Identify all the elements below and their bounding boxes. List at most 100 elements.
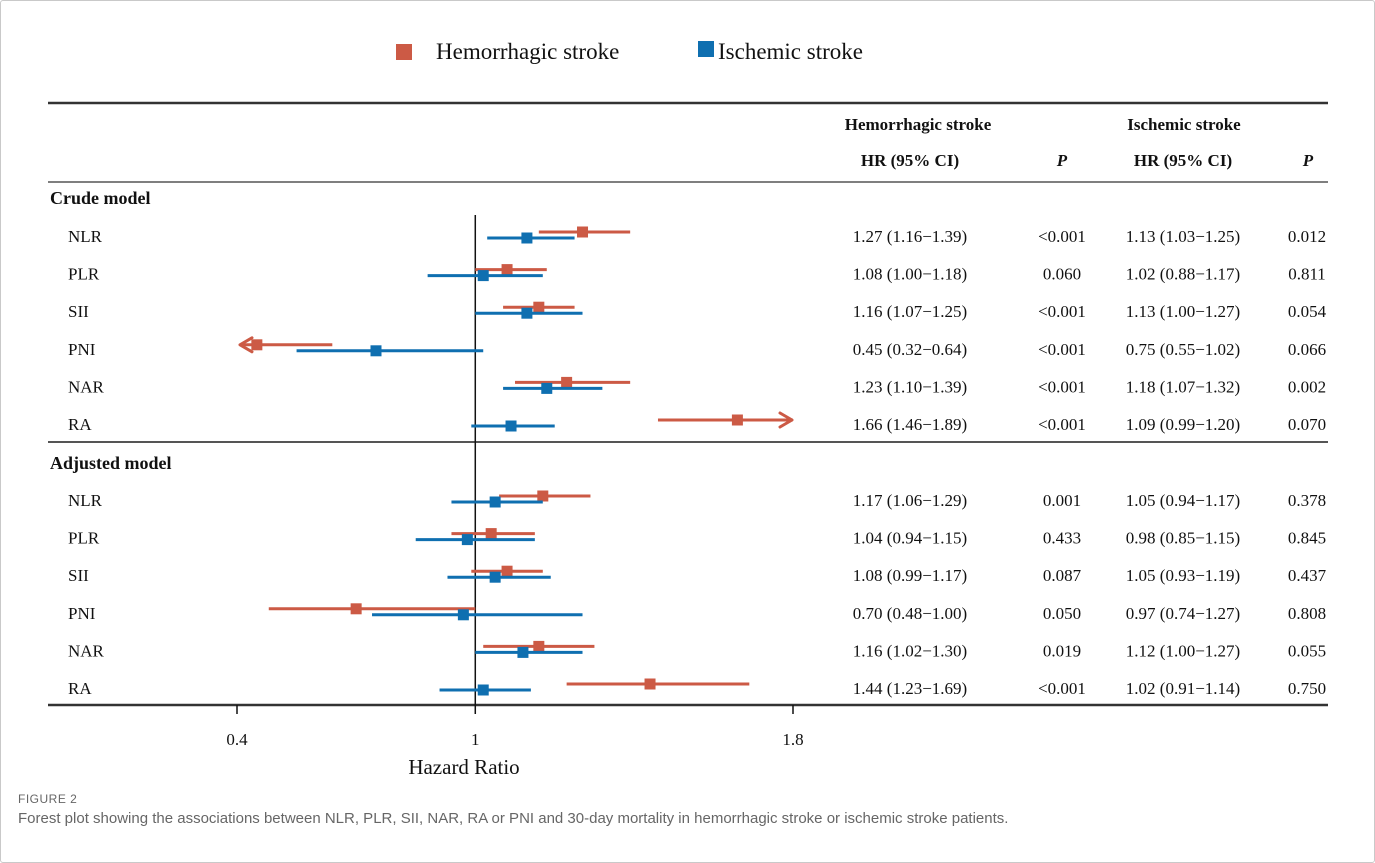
hemorrhagic-point-nlr (537, 490, 549, 502)
ischemic-point-plr (477, 270, 489, 282)
row-label: PLR (68, 529, 100, 548)
ischemic-hr-ci: 1.13 (1.03−1.25) (1126, 227, 1240, 246)
ischemic-hr-ci: 1.13 (1.00−1.27) (1126, 302, 1240, 321)
table-row: NLR 1.17 (1.06−1.29) 0.001 1.05 (0.94−1.17)… (68, 490, 1326, 510)
ischemic-p-value: 0.066 (1288, 340, 1326, 359)
legend: Hemorrhagic stroke Ischemic stroke (396, 39, 863, 64)
ischemic-hr-ci: 1.12 (1.00−1.27) (1126, 641, 1240, 660)
x-tick-label: 1.8 (782, 730, 803, 749)
row-label: PNI (68, 604, 96, 623)
ischemic-hr-ci: 1.09 (0.99−1.20) (1126, 415, 1240, 434)
ischemic-hr-ci: 1.05 (0.94−1.17) (1126, 491, 1240, 510)
hemorrhagic-hr-ci: 1.44 (1.23−1.69) (853, 679, 967, 698)
ischemic-p-value: 0.808 (1288, 604, 1326, 623)
hemorrhagic-point-nar (561, 376, 573, 388)
x-tick-label: 0.4 (226, 730, 248, 749)
header-p-ischemic: P (1302, 151, 1314, 170)
hemorrhagic-point-ra (644, 678, 656, 690)
hemorrhagic-p-value: <0.001 (1038, 377, 1086, 396)
hemorrhagic-p-value: <0.001 (1038, 340, 1086, 359)
ischemic-p-value: 0.437 (1288, 566, 1327, 585)
figure-caption: Forest plot showing the associations bet… (18, 810, 1009, 827)
hemorrhagic-point-sii (533, 301, 545, 313)
ischemic-point-pni (370, 345, 382, 357)
row-label: PLR (68, 265, 100, 284)
row-label: SII (68, 566, 89, 585)
legend-ischemic-swatch (698, 41, 714, 57)
ischemic-point-ra (477, 684, 489, 696)
hemorrhagic-hr-ci: 1.23 (1.10−1.39) (853, 377, 967, 396)
table-row: PNI 0.70 (0.48−1.00) 0.050 0.97 (0.74−1.27)… (68, 603, 1326, 623)
ischemic-p-value: 0.845 (1288, 529, 1326, 548)
ischemic-point-ra (505, 420, 517, 432)
table-row: SII 1.08 (0.99−1.17) 0.087 1.05 (0.93−1.19)… (68, 565, 1327, 585)
table-row: SII 1.16 (1.07−1.25) <0.001 1.13 (1.00−1.27… (68, 301, 1327, 321)
table-row: PLR 1.08 (1.00−1.18) 0.060 1.02 (0.88−1.17)… (68, 264, 1326, 284)
section-title: Adjusted model (50, 453, 172, 473)
hemorrhagic-hr-ci: 1.08 (0.99−1.17) (853, 566, 967, 585)
column-headers: Hemorrhagic stroke Ischemic stroke HR (9… (845, 115, 1314, 170)
hemorrhagic-point-plr (501, 264, 513, 276)
row-label: PNI (68, 340, 96, 359)
hemorrhagic-p-value: 0.019 (1043, 641, 1081, 660)
x-axis-label: Hazard Ratio (408, 755, 519, 779)
header-hr-ci-hemorrhagic: HR (95% CI) (861, 151, 959, 170)
hemorrhagic-p-value: 0.001 (1043, 491, 1081, 510)
hemorrhagic-hr-ci: 1.16 (1.02−1.30) (853, 641, 967, 660)
section-adjusted-model: Adjusted model NLR 1.17 (1.06−1.29) 0.001 1.… (50, 453, 1327, 698)
ischemic-p-value: 0.378 (1288, 491, 1326, 510)
ischemic-point-sii (489, 571, 501, 583)
legend-ischemic-label: Ischemic stroke (718, 39, 863, 64)
hemorrhagic-point-nlr (577, 226, 589, 238)
row-label: RA (68, 415, 92, 434)
hemorrhagic-hr-ci: 1.16 (1.07−1.25) (853, 302, 967, 321)
x-axis: 0.4 1 1.8 (226, 705, 804, 749)
table-row: NAR 1.23 (1.10−1.39) <0.001 1.18 (1.07−1.32… (68, 376, 1326, 396)
ischemic-point-nlr (489, 496, 501, 508)
row-label: NAR (68, 377, 105, 396)
table-row: NLR 1.27 (1.16−1.39) <0.001 1.13 (1.03−1.25… (68, 226, 1326, 246)
hemorrhagic-p-value: <0.001 (1038, 302, 1086, 321)
ischemic-point-sii (521, 307, 533, 319)
ischemic-p-value: 0.750 (1288, 679, 1326, 698)
row-label: NAR (68, 641, 105, 660)
ischemic-point-nar (541, 382, 553, 394)
ischemic-hr-ci: 1.18 (1.07−1.32) (1126, 377, 1240, 396)
hemorrhagic-hr-ci: 1.17 (1.06−1.29) (853, 491, 967, 510)
ischemic-p-value: 0.811 (1288, 265, 1326, 284)
hemorrhagic-p-value: <0.001 (1038, 415, 1086, 434)
ischemic-point-nlr (521, 232, 533, 244)
ischemic-hr-ci: 0.97 (0.74−1.27) (1126, 604, 1240, 623)
hemorrhagic-p-value: <0.001 (1038, 227, 1086, 246)
hemorrhagic-hr-ci: 1.66 (1.46−1.89) (853, 415, 967, 434)
figure-label: FIGURE 2 (18, 792, 78, 806)
ischemic-p-value: 0.055 (1288, 641, 1326, 660)
hemorrhagic-p-value: 0.060 (1043, 265, 1081, 284)
header-group-hemorrhagic: Hemorrhagic stroke (845, 115, 992, 134)
header-p-hemorrhagic: P (1056, 151, 1068, 170)
ischemic-hr-ci: 1.02 (0.91−1.14) (1126, 679, 1240, 698)
hemorrhagic-hr-ci: 1.08 (1.00−1.18) (853, 265, 967, 284)
ischemic-p-value: 0.012 (1288, 227, 1326, 246)
hemorrhagic-ci-arrow-left-pni (238, 336, 254, 354)
section-crude-model: Crude model NLR 1.27 (1.16−1.39) <0.001 1.13… (50, 188, 1327, 434)
header-hr-ci-ischemic: HR (95% CI) (1134, 151, 1232, 170)
row-label: NLR (68, 227, 103, 246)
ischemic-point-plr (461, 534, 473, 546)
table-row: RA 1.44 (1.23−1.69) <0.001 1.02 (0.91−1.14)… (68, 678, 1326, 698)
hemorrhagic-hr-ci: 1.27 (1.16−1.39) (853, 227, 967, 246)
hemorrhagic-p-value: <0.001 (1038, 679, 1086, 698)
hemorrhagic-p-value: 0.050 (1043, 604, 1081, 623)
hemorrhagic-ci-arrow-right-ra (778, 411, 794, 429)
ischemic-p-value: 0.002 (1288, 377, 1326, 396)
table-row: PNI 0.45 (0.32−0.64) <0.001 0.75 (0.55−1.02… (68, 336, 1326, 359)
ischemic-point-nar (517, 646, 529, 658)
row-label: SII (68, 302, 89, 321)
ischemic-hr-ci: 0.75 (0.55−1.02) (1126, 340, 1240, 359)
ischemic-hr-ci: 1.02 (0.88−1.17) (1126, 265, 1240, 284)
ischemic-hr-ci: 1.05 (0.93−1.19) (1126, 566, 1240, 585)
hemorrhagic-point-pni (350, 603, 362, 615)
hemorrhagic-p-value: 0.433 (1043, 529, 1081, 548)
